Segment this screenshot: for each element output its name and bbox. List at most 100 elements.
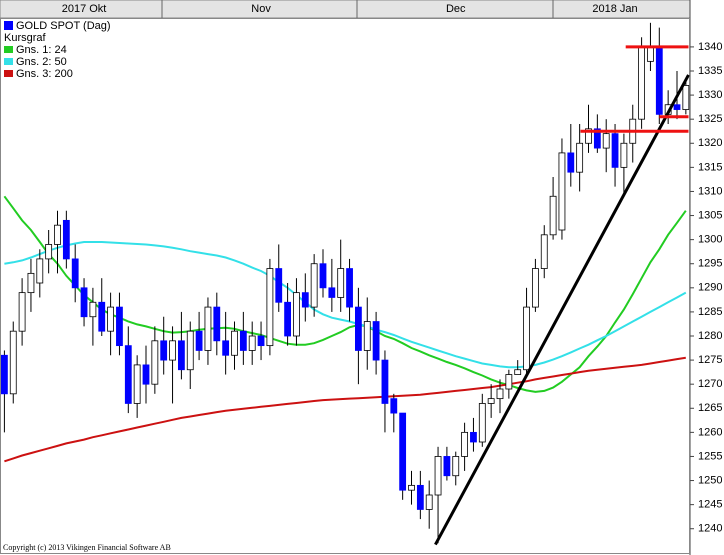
candle-body xyxy=(195,330,203,351)
candle-body xyxy=(310,263,318,308)
candle-body xyxy=(593,128,601,149)
candle-body xyxy=(116,306,123,347)
candle-body xyxy=(354,306,362,351)
y-tick-label: 1245 xyxy=(698,499,722,511)
y-tick-label: 1270 xyxy=(698,378,722,390)
y-tick-label: 1255 xyxy=(698,450,722,462)
x-tick-label: 2017 Okt xyxy=(62,3,107,15)
candle-body xyxy=(275,268,283,303)
candle-body xyxy=(363,321,371,351)
y-tick-label: 1285 xyxy=(698,306,722,318)
candle-body xyxy=(461,431,469,457)
candle-body xyxy=(514,369,522,375)
y-tick-label: 1280 xyxy=(698,330,722,342)
y-tick-label: 1305 xyxy=(698,209,722,221)
candle-body xyxy=(204,306,212,351)
y-tick-label: 1325 xyxy=(698,113,722,125)
candle-body xyxy=(611,133,619,168)
legend-title: Kursgraf xyxy=(4,32,47,44)
legend-label: Gns. 2: 50 xyxy=(16,56,67,68)
drawn-line xyxy=(434,74,690,546)
candle-body xyxy=(443,456,451,477)
candle-body xyxy=(231,330,238,356)
candle-body xyxy=(576,142,584,173)
candle-body xyxy=(496,388,504,400)
candle-body xyxy=(89,301,97,318)
candle-body xyxy=(98,301,106,332)
candle-body xyxy=(540,234,548,269)
candle-body xyxy=(213,306,221,342)
y-tick-label: 1310 xyxy=(698,185,722,197)
y-tick-label: 1265 xyxy=(698,402,722,414)
y-tick-label: 1330 xyxy=(698,89,722,101)
candle-body xyxy=(169,340,176,361)
candle-body xyxy=(620,142,628,168)
candle-body xyxy=(0,354,8,395)
legend-swatch xyxy=(4,46,13,53)
candle-body xyxy=(266,268,274,347)
candle-body xyxy=(399,412,407,491)
candle-body xyxy=(62,219,70,260)
candle-body xyxy=(558,152,566,231)
candle-body xyxy=(107,306,114,332)
legend-swatch xyxy=(4,70,13,77)
y-tick-label: 1240 xyxy=(698,523,722,535)
candle-body xyxy=(523,306,530,371)
candle-body xyxy=(346,268,353,308)
candle-body xyxy=(80,287,88,318)
candle-body xyxy=(9,330,17,395)
legend-swatch xyxy=(4,21,13,30)
candle-body xyxy=(337,268,345,298)
candle-body xyxy=(470,431,477,443)
legend-swatch xyxy=(4,58,13,65)
candle-body xyxy=(452,456,460,477)
candle-body xyxy=(301,292,309,308)
y-tick-label: 1290 xyxy=(698,282,722,294)
candle-body xyxy=(328,287,336,298)
candle-body xyxy=(36,258,44,284)
candle-body xyxy=(602,133,610,149)
candle-body xyxy=(505,374,513,390)
x-tick-label: Nov xyxy=(251,3,271,15)
candle-body xyxy=(549,195,557,236)
candle-body xyxy=(487,398,495,404)
candle-body xyxy=(133,364,141,404)
candle-body xyxy=(638,46,645,120)
candle-body xyxy=(186,330,194,371)
candle-body xyxy=(239,330,247,351)
candle-body xyxy=(585,128,592,144)
candle-body xyxy=(177,340,185,371)
candle-body xyxy=(160,340,168,361)
moving-average-line xyxy=(4,356,686,463)
plot-frame xyxy=(0,18,690,554)
candle-body xyxy=(54,224,61,245)
y-tick-label: 1260 xyxy=(698,426,722,438)
candle-body xyxy=(284,301,292,337)
y-tick-label: 1275 xyxy=(698,354,722,366)
candle-body xyxy=(222,340,230,356)
candle-body xyxy=(532,268,539,308)
candle-body xyxy=(142,364,150,385)
legend-label: GOLD SPOT (Dag) xyxy=(16,20,111,32)
candle-body xyxy=(27,272,35,294)
plot-area xyxy=(0,22,690,546)
candle-body xyxy=(372,321,380,361)
y-tick-label: 1295 xyxy=(698,258,722,270)
candle-body xyxy=(45,244,53,260)
candle-body xyxy=(567,152,575,173)
candle-body xyxy=(319,263,327,289)
x-tick-label: 2018 Jan xyxy=(592,3,637,15)
legend: GOLD SPOT (Dag) Kursgraf Gns. 1: 24 Gns.… xyxy=(4,20,111,80)
candle-body xyxy=(434,456,442,496)
candle-body xyxy=(478,403,486,443)
candle-body xyxy=(408,484,415,491)
copyright: Copyright (c) 2013 Vikingen Financial So… xyxy=(3,543,171,552)
moving-average-line xyxy=(4,241,687,369)
x-tick-label: Dec xyxy=(446,3,466,15)
candle-body xyxy=(257,335,265,347)
candle-body xyxy=(673,104,681,110)
legend-label: Gns. 1: 24 xyxy=(16,44,67,56)
legend-label: Gns. 3: 200 xyxy=(16,68,73,80)
candle-body xyxy=(293,292,300,337)
